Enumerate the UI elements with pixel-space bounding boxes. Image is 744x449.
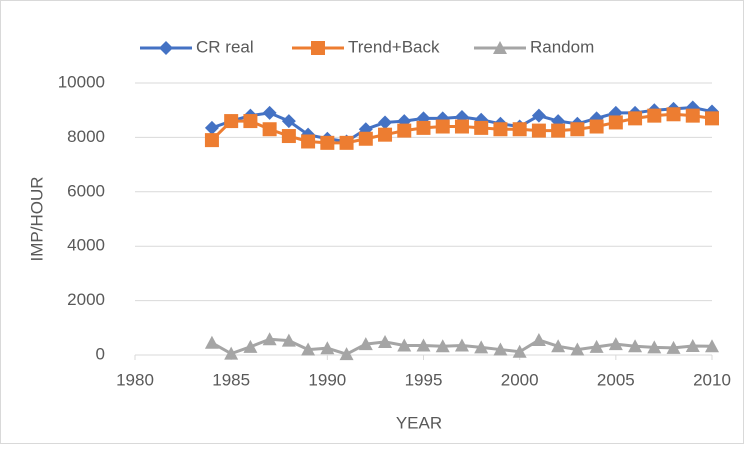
legend-label: Random xyxy=(530,37,594,56)
marker xyxy=(378,334,393,348)
marker xyxy=(339,347,354,361)
y-tick-label: 8000 xyxy=(67,127,105,146)
marker xyxy=(531,123,546,138)
y-tick-label: 10000 xyxy=(58,72,105,91)
marker xyxy=(705,339,719,353)
marker xyxy=(204,335,219,349)
marker xyxy=(397,123,412,138)
marker xyxy=(685,108,700,123)
marker xyxy=(435,119,450,134)
marker xyxy=(493,122,508,137)
y-tick-label: 6000 xyxy=(67,181,105,200)
legend-label: CR real xyxy=(196,37,254,56)
marker xyxy=(608,337,623,351)
y-axis-label: IMP/HOUR xyxy=(27,177,46,262)
marker xyxy=(320,135,335,150)
marker xyxy=(378,127,393,142)
marker xyxy=(204,120,219,135)
marker xyxy=(454,119,469,134)
marker xyxy=(301,342,316,356)
marker xyxy=(685,339,700,353)
marker xyxy=(551,123,566,138)
marker xyxy=(281,114,296,129)
marker xyxy=(628,339,643,353)
marker xyxy=(435,339,450,353)
marker xyxy=(416,120,431,135)
marker xyxy=(243,114,258,129)
marker xyxy=(493,342,508,356)
marker xyxy=(531,333,546,347)
marker xyxy=(589,339,604,353)
marker xyxy=(512,344,527,358)
marker xyxy=(589,119,604,134)
marker xyxy=(628,111,643,126)
x-axis-label: YEAR xyxy=(396,413,442,432)
marker xyxy=(416,338,431,352)
marker xyxy=(281,333,296,347)
marker xyxy=(493,41,507,54)
marker xyxy=(570,342,585,356)
marker xyxy=(224,346,239,360)
marker xyxy=(531,108,546,123)
marker xyxy=(705,111,719,126)
y-tick-label: 0 xyxy=(96,344,105,363)
marker xyxy=(551,339,566,353)
marker xyxy=(159,41,173,55)
x-tick-label: 1985 xyxy=(212,370,250,389)
marker xyxy=(474,340,489,354)
marker xyxy=(281,129,296,144)
marker xyxy=(474,120,489,135)
marker xyxy=(262,332,277,346)
y-tick-label: 2000 xyxy=(67,290,105,309)
x-tick-label: 2010 xyxy=(693,370,731,389)
marker xyxy=(301,134,316,149)
marker xyxy=(647,108,662,123)
marker xyxy=(339,135,354,150)
marker xyxy=(262,105,277,120)
marker xyxy=(647,340,662,354)
x-tick-label: 1995 xyxy=(405,370,443,389)
marker xyxy=(666,340,681,354)
x-tick-label: 1990 xyxy=(308,370,346,389)
x-tick-label: 1980 xyxy=(116,370,154,389)
marker xyxy=(262,122,277,137)
marker xyxy=(378,115,393,130)
marker xyxy=(608,115,623,130)
marker xyxy=(358,131,373,146)
marker xyxy=(570,122,585,137)
marker xyxy=(512,122,527,137)
y-tick-label: 4000 xyxy=(67,236,105,255)
marker xyxy=(454,338,469,352)
marker xyxy=(358,337,373,351)
x-tick-label: 2000 xyxy=(501,370,539,389)
x-tick-label: 2005 xyxy=(597,370,635,389)
marker xyxy=(320,341,335,355)
marker xyxy=(243,339,258,353)
legend-label: Trend+Back xyxy=(348,37,440,56)
marker xyxy=(397,338,412,352)
marker xyxy=(311,41,325,55)
marker xyxy=(224,114,239,129)
marker xyxy=(666,107,681,122)
marker xyxy=(204,133,219,148)
